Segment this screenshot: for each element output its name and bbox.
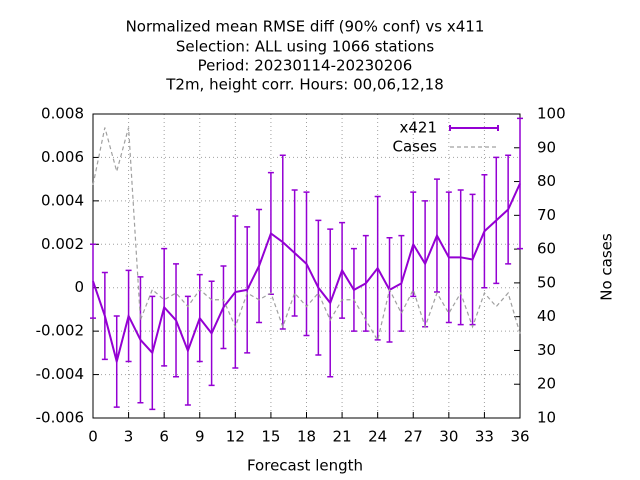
error-bar	[125, 269, 132, 363]
y2-axis-label: No cases	[598, 233, 616, 301]
error-bar	[256, 208, 263, 324]
error-bar	[493, 156, 500, 285]
x-tick-label: 12	[226, 428, 245, 446]
x-tick-label: 27	[404, 428, 423, 446]
y-tick-label: -0.006	[36, 409, 84, 427]
error-bar	[220, 265, 227, 350]
error-bar	[315, 219, 322, 356]
y2-tick-label: 30	[537, 341, 556, 359]
y-tick-label: 0.008	[41, 105, 84, 123]
x-tick-label: 6	[159, 428, 169, 446]
x-tick-label: 30	[439, 428, 458, 446]
error-bar	[481, 174, 488, 289]
x-tick-label: 21	[333, 428, 352, 446]
x-tick-label: 33	[475, 428, 494, 446]
y2-tick-label: 80	[537, 172, 556, 190]
y-tick-label: 0	[74, 278, 84, 296]
error-bar	[232, 215, 239, 369]
error-bar	[362, 234, 369, 332]
error-bar	[374, 195, 381, 341]
legend-label: Cases	[392, 138, 437, 156]
error-bar	[244, 226, 251, 354]
x-tick-label: 3	[124, 428, 134, 446]
error-bar	[445, 191, 452, 324]
error-bar	[149, 295, 156, 411]
y2-tick-label: 100	[537, 105, 566, 123]
y2-tick-label: 50	[537, 273, 556, 291]
error-bar	[410, 191, 417, 298]
chart-title: Selection: ALL using 1066 stations	[176, 38, 435, 56]
y-tick-label: 0.002	[41, 235, 84, 253]
error-bar	[350, 247, 357, 332]
y2-tick-label: 90	[537, 138, 556, 156]
x-axis-label: Forecast length	[247, 457, 363, 475]
chart-title: Normalized mean RMSE diff (90% conf) vs …	[126, 18, 485, 36]
error-bar	[101, 271, 108, 361]
error-bar	[303, 191, 310, 337]
error-bar	[339, 221, 346, 319]
y-tick-label: -0.002	[36, 322, 84, 340]
error-bar	[457, 189, 464, 326]
x-tick-label: 9	[195, 428, 205, 446]
x-tick-label: 15	[261, 428, 280, 446]
error-bar	[291, 189, 298, 317]
x-tick-label: 36	[510, 428, 529, 446]
error-bar	[208, 280, 215, 387]
x-tick-label: 24	[368, 428, 387, 446]
error-bar	[505, 154, 512, 265]
error-bar	[469, 193, 476, 326]
legend-swatch	[449, 125, 499, 131]
chart-title: Period: 20230114-20230206	[198, 57, 413, 75]
series-line	[92, 127, 521, 342]
error-bar	[90, 243, 96, 319]
error-bar	[173, 263, 180, 378]
y2-tick-label: 20	[537, 375, 556, 393]
error-bar	[161, 247, 168, 367]
error-bar	[137, 276, 144, 404]
chart-title: T2m, height corr. Hours: 00,06,12,18	[165, 76, 444, 94]
y2-tick-label: 70	[537, 206, 556, 224]
error-bar	[113, 315, 120, 408]
legend-label: x421	[399, 119, 437, 137]
y2-tick-label: 40	[537, 307, 556, 325]
y-tick-label: -0.004	[36, 365, 84, 383]
error-bar	[517, 117, 523, 250]
y-tick-label: 0.006	[41, 148, 84, 166]
y2-tick-label: 60	[537, 240, 556, 258]
y2-tick-label: 10	[537, 409, 556, 427]
error-bar	[327, 228, 334, 378]
x-tick-label: 0	[88, 428, 98, 446]
error-bar	[398, 234, 405, 332]
x-tick-label: 18	[297, 428, 316, 446]
y-tick-label: 0.004	[41, 191, 84, 209]
error-bar	[279, 154, 286, 330]
error-bar	[184, 295, 191, 406]
